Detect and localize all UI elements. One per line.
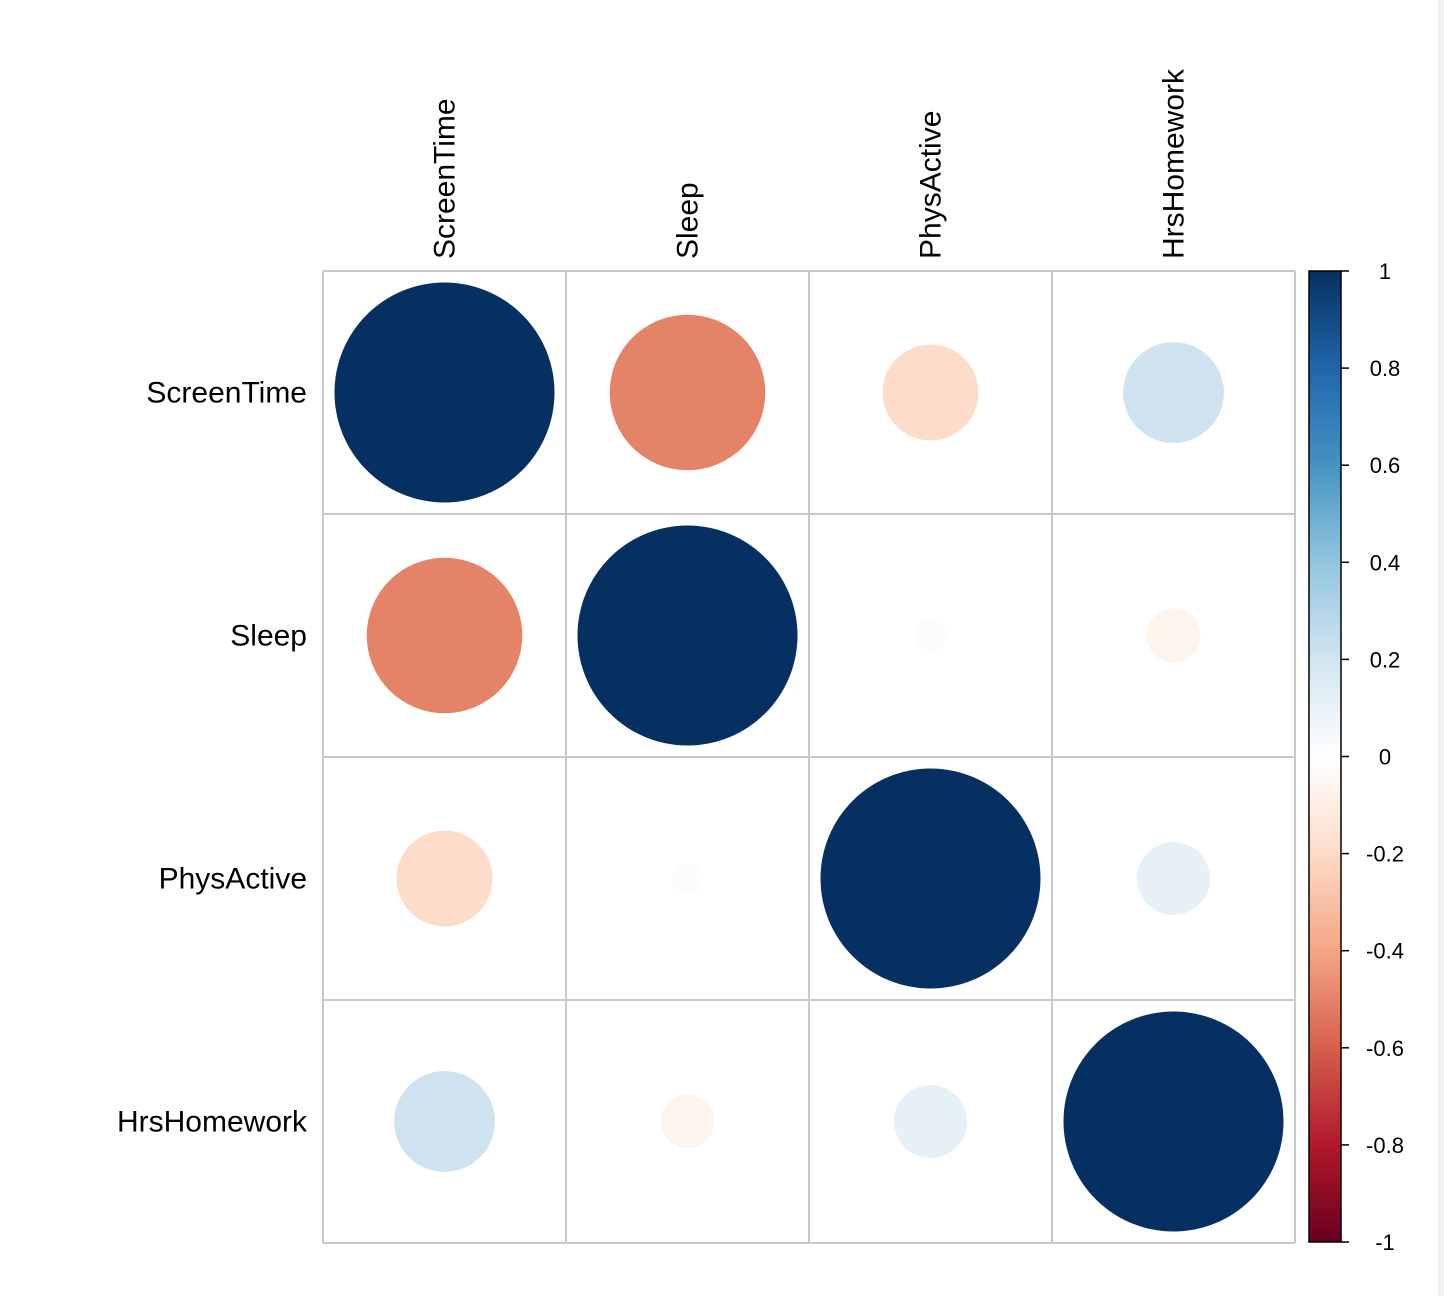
corr-circle-physactive-screentime <box>396 830 493 927</box>
corr-circle-physactive-sleep <box>671 862 704 895</box>
corr-circle-sleep-sleep <box>577 525 798 746</box>
colorbar-tick-label: -0.8 <box>1366 1133 1404 1158</box>
corr-circle-sleep-hrshomework <box>1146 608 1201 663</box>
corr-circle-hrshomework-physactive <box>894 1085 967 1158</box>
column-label-hrshomework: HrsHomework <box>1158 68 1191 259</box>
corr-circle-screentime-screentime <box>334 282 555 503</box>
row-label-sleep: Sleep <box>230 620 307 653</box>
corr-circle-hrshomework-sleep <box>660 1094 715 1149</box>
colorbar-tick-label: -0.4 <box>1366 939 1404 964</box>
row-label-screentime: ScreenTime <box>146 377 307 410</box>
corr-circle-screentime-physactive <box>882 344 979 441</box>
window-edge <box>1438 0 1444 1296</box>
colorbar-tick-label: 0.8 <box>1370 356 1401 381</box>
correlation-circles <box>334 282 1284 1232</box>
colorbar-tick-label: 0.4 <box>1370 550 1401 575</box>
corr-circle-screentime-sleep <box>609 314 766 471</box>
column-label-physactive: PhysActive <box>915 111 948 259</box>
column-labels: ScreenTime Sleep PhysActive HrsHomework <box>429 68 1191 259</box>
corr-circle-hrshomework-screentime <box>394 1071 495 1172</box>
corr-circle-physactive-hrshomework <box>1137 842 1210 915</box>
corr-circle-screentime-hrshomework <box>1123 342 1224 443</box>
corr-circle-hrshomework-hrshomework <box>1063 1011 1284 1232</box>
colorbar-tick-label: 1 <box>1379 259 1391 284</box>
row-label-physactive: PhysActive <box>159 863 307 896</box>
row-label-hrshomework: HrsHomework <box>117 1106 308 1139</box>
corr-circle-physactive-physactive <box>820 768 1041 989</box>
corr-circle-sleep-physactive <box>914 619 947 652</box>
row-labels: ScreenTime Sleep PhysActive HrsHomework <box>117 377 308 1139</box>
grid-lines <box>322 270 1296 1244</box>
column-label-screentime: ScreenTime <box>429 98 462 259</box>
corr-circle-sleep-screentime <box>366 557 523 714</box>
colorbar-tick-label: -0.2 <box>1366 842 1404 867</box>
colorbar-tick-label: 0 <box>1379 745 1391 770</box>
colorbar-tick-label: -0.6 <box>1366 1036 1404 1061</box>
colorbar-tick-label: -1 <box>1375 1230 1395 1255</box>
colorbar-gradient <box>1309 271 1341 1242</box>
colorbar: 1 0.8 0.6 0.4 0.2 0 -0.2 -0.4 -0.6 -0.8 -1 <box>1308 259 1404 1255</box>
colorbar-tick-label: 0.6 <box>1370 453 1401 478</box>
colorbar-tick-label: 0.2 <box>1370 647 1401 672</box>
column-label-sleep: Sleep <box>672 182 705 259</box>
